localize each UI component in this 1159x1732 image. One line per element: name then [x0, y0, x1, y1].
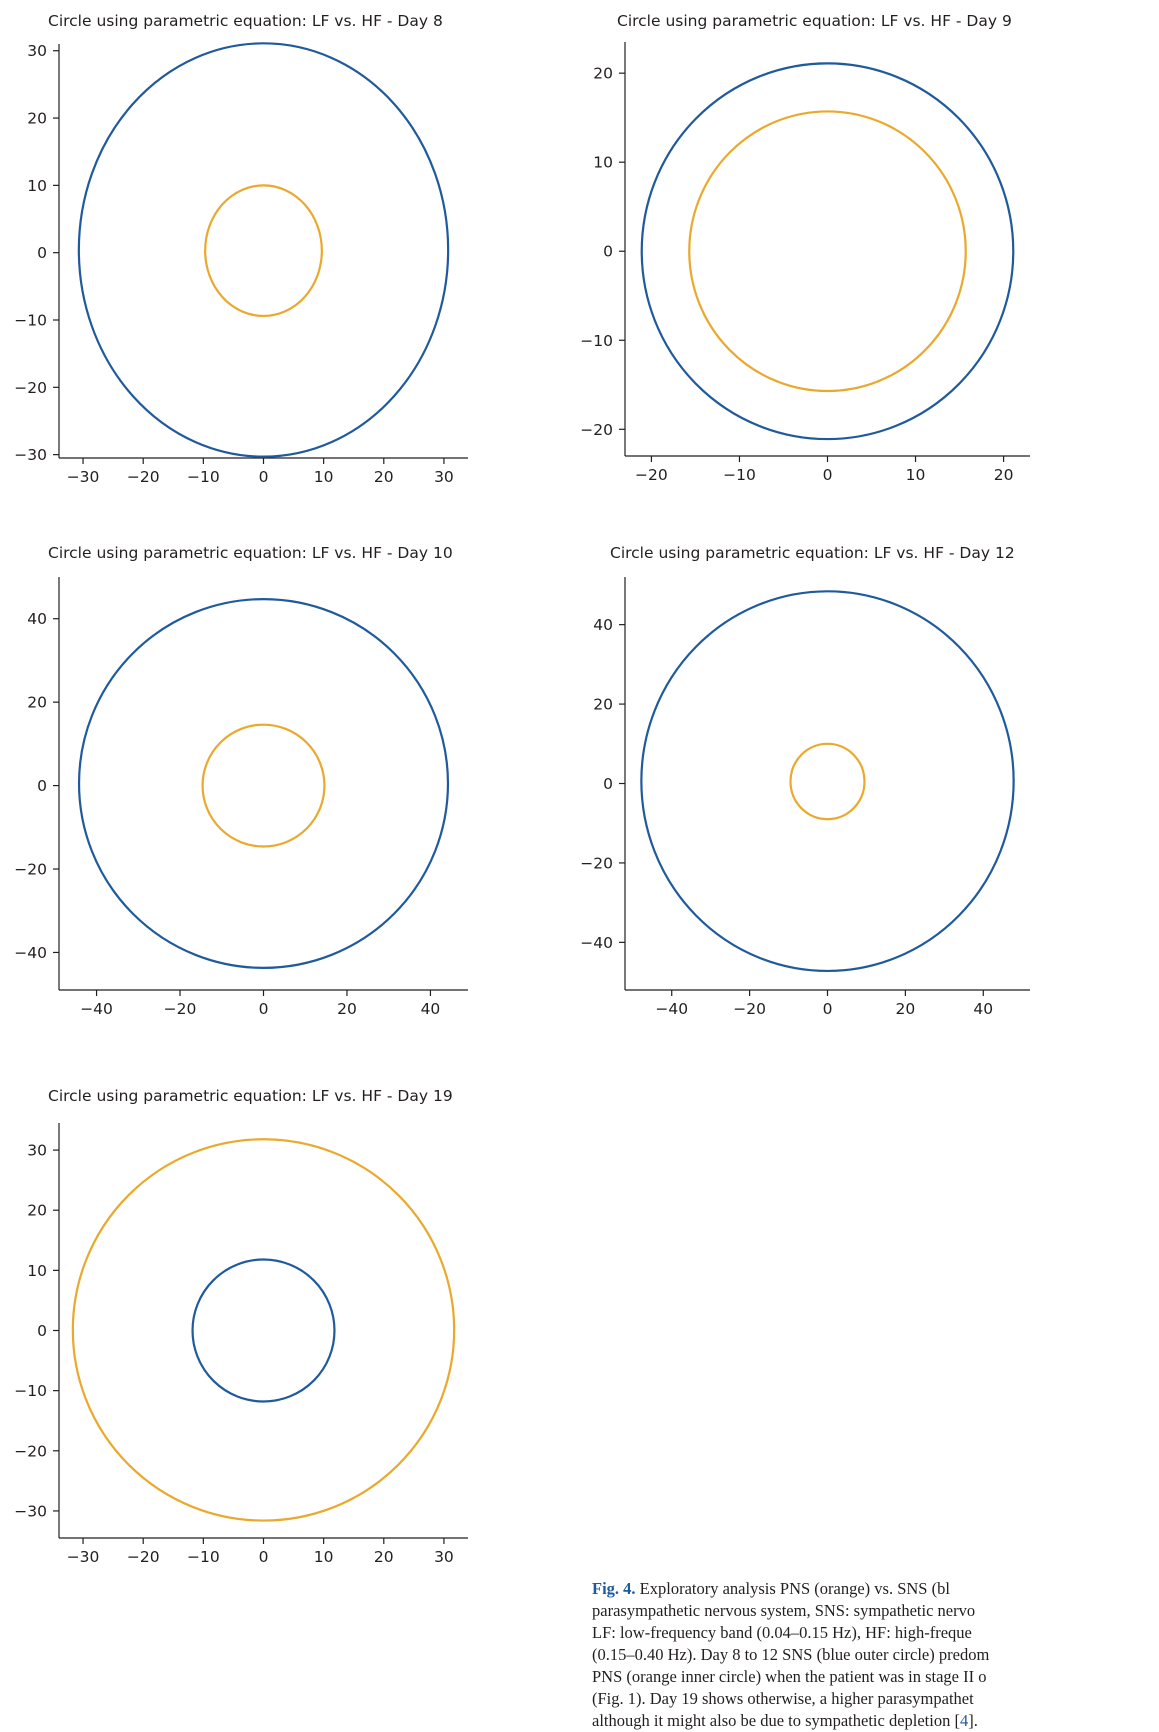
x-tick-label: 10 — [314, 1548, 334, 1566]
x-tick-label: 30 — [434, 1548, 454, 1566]
y-tick-label: 0 — [37, 244, 47, 262]
y-tick-label: −20 — [580, 421, 613, 439]
caption-text: (0.15–0.40 Hz). Day 8 to 12 SNS (blue ou… — [592, 1645, 990, 1664]
x-tick-label: 20 — [374, 1548, 394, 1566]
y-tick-label: 20 — [27, 1202, 47, 1220]
y-tick-label: 0 — [37, 777, 47, 795]
y-tick-label: −20 — [14, 379, 47, 397]
x-tick-label: −20 — [127, 468, 160, 486]
caption-text: ]. — [968, 1711, 978, 1730]
y-tick-label: −20 — [14, 1442, 47, 1460]
blue-circle-series — [640, 590, 1015, 973]
y-tick-label: 40 — [593, 616, 613, 634]
chart-title: Circle using parametric equation: LF vs.… — [617, 12, 1012, 30]
x-tick-label: −10 — [187, 468, 220, 486]
orange-circle-series — [204, 184, 323, 318]
x-tick-label: 20 — [374, 468, 394, 486]
caption-text: although it might also be due to sympath… — [592, 1711, 960, 1730]
y-tick-label: −20 — [580, 854, 613, 872]
y-tick-label: −10 — [580, 332, 613, 350]
orange-circle-series — [71, 1138, 456, 1522]
blue-circle-series — [77, 42, 450, 458]
x-tick-label: 0 — [259, 1000, 269, 1018]
chart-title: Circle using parametric equation: LF vs.… — [610, 544, 1015, 562]
x-tick-label: 0 — [823, 1000, 833, 1018]
caption-label: Fig. 4. — [592, 1579, 636, 1598]
x-tick-label: 20 — [337, 1000, 357, 1018]
y-tick-label: 20 — [593, 696, 613, 714]
orange-circle-series — [688, 110, 967, 393]
y-tick-label: −40 — [580, 934, 613, 952]
caption-text: (Fig. 1). Day 19 shows otherwise, a high… — [592, 1689, 974, 1708]
y-tick-label: 20 — [27, 110, 47, 128]
y-tick-label: −10 — [14, 1382, 47, 1400]
x-tick-label: −20 — [164, 1000, 197, 1018]
y-tick-label: −20 — [14, 861, 47, 879]
x-tick-label: −30 — [67, 1548, 100, 1566]
blue-circle-series — [640, 62, 1015, 441]
x-tick-label: 10 — [314, 468, 334, 486]
x-tick-label: 40 — [973, 1000, 993, 1018]
blue-circle-series — [191, 1258, 336, 1403]
x-tick-label: −20 — [733, 1000, 766, 1018]
y-tick-label: −40 — [14, 944, 47, 962]
x-tick-label: −40 — [80, 1000, 113, 1018]
y-tick-label: 10 — [27, 177, 47, 195]
caption-reference-link[interactable]: 4 — [959, 1711, 969, 1730]
x-tick-label: 0 — [259, 468, 269, 486]
caption-text: parasympathetic nervous system, SNS: sym… — [592, 1601, 976, 1620]
caption-text: LF: low-frequency band (0.04–0.15 Hz), H… — [592, 1623, 972, 1642]
y-tick-label: 30 — [27, 42, 47, 60]
y-tick-label: 0 — [37, 1322, 47, 1340]
x-tick-label: −10 — [187, 1548, 220, 1566]
chart-title: Circle using parametric equation: LF vs.… — [48, 544, 453, 562]
orange-circle-series — [201, 723, 326, 848]
x-tick-label: 0 — [823, 466, 833, 484]
y-tick-label: 10 — [593, 154, 613, 172]
y-tick-label: 30 — [27, 1142, 47, 1160]
y-tick-label: 40 — [27, 610, 47, 628]
y-tick-label: 20 — [27, 694, 47, 712]
x-tick-label: 30 — [434, 468, 454, 486]
x-tick-label: 20 — [994, 466, 1014, 484]
x-tick-label: 20 — [896, 1000, 916, 1018]
x-tick-label: −30 — [67, 468, 100, 486]
x-tick-label: −20 — [127, 1548, 160, 1566]
x-tick-label: −40 — [655, 1000, 688, 1018]
y-tick-label: 20 — [593, 65, 613, 83]
caption-text: PNS (orange inner circle) when the patie… — [592, 1667, 987, 1686]
blue-circle-series — [77, 598, 450, 969]
figure-caption: Fig. 4. Exploratory analysis PNS (orange… — [592, 1578, 1159, 1732]
x-tick-label: 0 — [259, 1548, 269, 1566]
y-tick-label: 0 — [603, 775, 613, 793]
x-tick-label: −10 — [723, 466, 756, 484]
x-tick-label: 40 — [421, 1000, 441, 1018]
x-tick-label: 10 — [906, 466, 926, 484]
chart-title: Circle using parametric equation: LF vs.… — [48, 12, 443, 30]
y-tick-label: 10 — [27, 1262, 47, 1280]
y-tick-label: −30 — [14, 446, 47, 464]
caption-text: Exploratory analysis PNS (orange) vs. SN… — [635, 1579, 950, 1598]
y-tick-label: −30 — [14, 1502, 47, 1520]
y-tick-label: 0 — [603, 243, 613, 261]
chart-title: Circle using parametric equation: LF vs.… — [48, 1087, 453, 1105]
x-tick-label: −20 — [635, 466, 668, 484]
y-tick-label: −10 — [14, 312, 47, 330]
orange-circle-series — [789, 742, 866, 821]
